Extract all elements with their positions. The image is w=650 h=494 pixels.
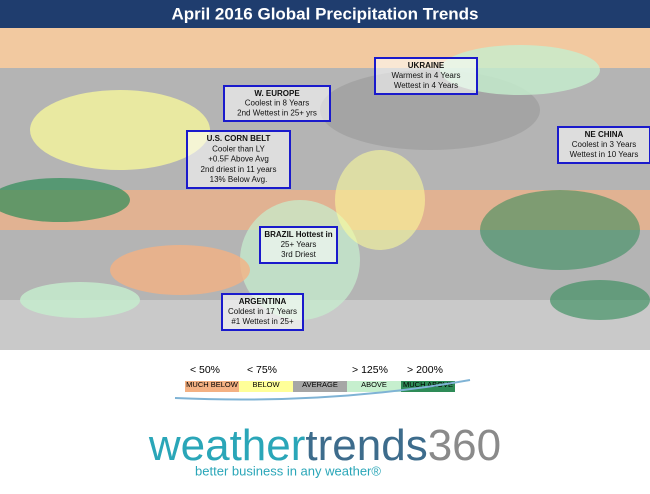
- legend-swoosh: [174, 379, 471, 401]
- annotation-box: [221, 293, 304, 331]
- annotation-line: Wettest in 4 Years: [394, 81, 458, 90]
- tagline: better business in any weather®: [195, 463, 381, 478]
- precip-zone: [335, 150, 425, 250]
- legend-label: AVERAGE: [302, 380, 338, 389]
- title: April 2016 Global Precipitation Trends: [171, 4, 478, 23]
- legend-label: ABOVE: [361, 380, 387, 389]
- annotation-heading: BRAZIL Hottest in: [264, 230, 332, 239]
- logo: weathertrends360: [148, 421, 501, 470]
- annotation-line: Wettest in 10 Years: [570, 150, 639, 159]
- legend-threshold: > 125%: [352, 364, 388, 376]
- precip-zone: [480, 190, 640, 270]
- precip-zone: [550, 280, 650, 320]
- annotation-box: [259, 226, 338, 264]
- annotation-line: 2nd driest in 11 years: [201, 165, 277, 174]
- logo-part: trends: [305, 421, 427, 470]
- precip-zone: [30, 90, 210, 170]
- legend-swatch: [293, 381, 347, 392]
- annotation-line: Coolest in 3 Years: [572, 140, 637, 149]
- legend-label: MUCH BELOW: [186, 380, 239, 389]
- precip-zone: [0, 178, 130, 222]
- annotation-line: #1 Wettest in 25+: [231, 317, 294, 326]
- map: [0, 28, 650, 350]
- title-bar: [0, 0, 650, 28]
- annotation-heading: UKRAINE: [408, 61, 445, 70]
- precip-zone: [440, 45, 600, 95]
- logo-part: 360: [428, 421, 501, 470]
- annotation-box: [557, 126, 650, 164]
- precip-zone: [20, 282, 140, 318]
- legend-swatch: [185, 381, 239, 392]
- legend: MUCH BELOW BELOW AVERAGE ABOVE MUCH ABOVE < 5…: [174, 364, 471, 401]
- annotation-line: 3rd Driest: [281, 250, 316, 259]
- annotation-line: +0.5F Above Avg: [208, 155, 269, 164]
- legend-threshold: < 75%: [247, 364, 277, 376]
- legend-threshold: < 50%: [190, 364, 220, 376]
- annotation-line: 13% Below Avg.: [210, 175, 268, 184]
- legend-threshold: > 200%: [407, 364, 443, 376]
- legend-swatch: [347, 381, 401, 392]
- annotation-line: Coolest in 8 Years: [245, 99, 310, 108]
- annotation-line: 25+ Years: [281, 240, 317, 249]
- logo-part: weather: [148, 421, 306, 470]
- annotation-line: Warmest in 4 Years: [391, 71, 460, 80]
- annotation-heading: W. EUROPE: [254, 89, 300, 98]
- annotation-heading: NE CHINA: [585, 130, 624, 139]
- annotation-line: Coldest in 17 Years: [228, 307, 297, 316]
- annotation-heading: U.S. CORN BELT: [207, 134, 271, 143]
- legend-label: MUCH ABOVE: [403, 380, 453, 389]
- legend-label: BELOW: [252, 380, 280, 389]
- annotation-box: [374, 57, 478, 95]
- annotation-box: [186, 130, 291, 189]
- annotation-line: 2nd Wettest in 25+ yrs: [237, 108, 317, 117]
- legend-swatch: [239, 381, 293, 392]
- precip-zone: [110, 245, 250, 295]
- annotation-heading: ARGENTINA: [239, 297, 287, 306]
- annotation-box: [223, 85, 331, 122]
- annotation-line: Cooler than LY: [212, 144, 265, 153]
